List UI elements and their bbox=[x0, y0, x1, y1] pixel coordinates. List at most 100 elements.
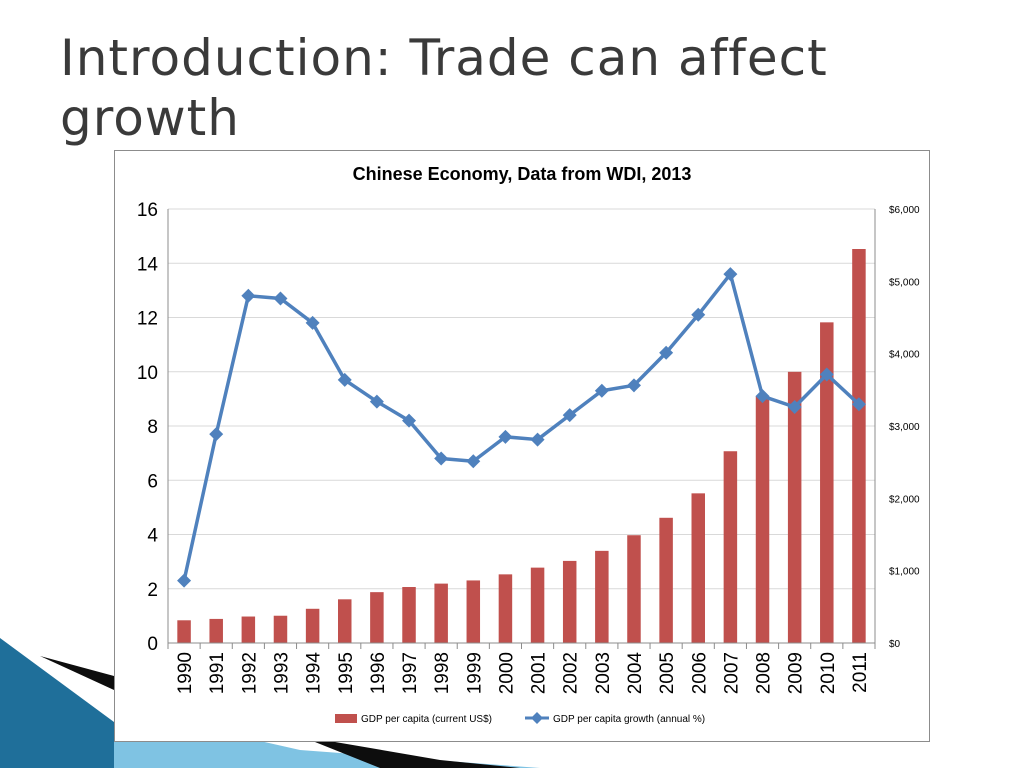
x-tick-label: 2000 bbox=[496, 652, 517, 694]
y-left-tick-label: 12 bbox=[137, 309, 158, 330]
x-tick-label: 2003 bbox=[593, 652, 614, 694]
y-left-tick-label: 10 bbox=[137, 363, 158, 384]
x-tick-label: 1997 bbox=[400, 652, 421, 694]
line-point bbox=[787, 400, 802, 415]
slide-title-line-2: growth bbox=[60, 89, 240, 147]
x-tick-label: 1992 bbox=[239, 652, 260, 694]
line-point bbox=[594, 383, 609, 398]
line-point bbox=[177, 573, 192, 588]
bar bbox=[177, 620, 191, 643]
bar bbox=[659, 517, 673, 643]
x-tick-label: 1998 bbox=[432, 652, 453, 694]
line-point bbox=[659, 345, 674, 360]
line-point bbox=[402, 413, 417, 428]
bar bbox=[402, 587, 416, 643]
legend-label-line: GDP per capita growth (annual %) bbox=[553, 714, 705, 725]
line-point bbox=[241, 288, 256, 303]
y-right-tick-label: $4,000 bbox=[889, 350, 920, 361]
bar bbox=[723, 451, 738, 643]
x-tick-label: 2006 bbox=[689, 652, 710, 694]
bar bbox=[209, 618, 223, 643]
bar bbox=[595, 550, 609, 643]
axes: 0 2 4 6 8 10 12 14 16 $0 $1,000 $2,000 $3,000 $4,000 $… bbox=[137, 200, 920, 694]
line-point bbox=[273, 291, 288, 306]
bar bbox=[273, 615, 288, 643]
x-tick-label: 2001 bbox=[529, 652, 550, 694]
bar bbox=[852, 249, 866, 643]
bar bbox=[627, 535, 641, 643]
x-tick-label: 2005 bbox=[657, 652, 678, 694]
x-tick-label: 2010 bbox=[818, 652, 839, 694]
line-point bbox=[755, 389, 770, 404]
y-left-tick-label: 0 bbox=[147, 634, 158, 655]
x-tick-label: 1993 bbox=[271, 652, 292, 694]
y-right-tick-label: $2,000 bbox=[889, 494, 920, 505]
growth-line bbox=[182, 272, 861, 581]
bar bbox=[498, 574, 513, 643]
x-tick-label: 1991 bbox=[207, 652, 228, 694]
bar bbox=[820, 322, 834, 643]
line-series bbox=[177, 267, 866, 588]
line-point bbox=[819, 367, 834, 382]
x-tick-label: 2004 bbox=[625, 652, 646, 695]
line-point bbox=[691, 307, 706, 322]
line-point bbox=[337, 372, 352, 387]
decor-swoosh-light bbox=[114, 708, 540, 768]
line-point bbox=[498, 429, 513, 444]
x-tick-label: 1995 bbox=[336, 652, 357, 694]
y-left-tick-label: 2 bbox=[147, 580, 158, 601]
line-point bbox=[209, 427, 224, 442]
chart-frame: Chinese Economy, Data from WDI, 2013 0 2 4… bbox=[114, 150, 930, 742]
y-left-tick-label: 4 bbox=[147, 526, 158, 547]
x-tick-label: 2008 bbox=[754, 652, 775, 694]
bar bbox=[466, 580, 481, 643]
line-point bbox=[434, 451, 449, 466]
slide-title-line-1: Introduction: Trade can affect bbox=[60, 29, 828, 87]
y-left-tick-label: 16 bbox=[137, 200, 158, 221]
line-point bbox=[305, 315, 320, 330]
bar bbox=[241, 616, 256, 643]
y-left-tick-label: 8 bbox=[147, 417, 158, 438]
legend-swatch-marker bbox=[531, 712, 543, 724]
legend-label-bar: GDP per capita (current US$) bbox=[361, 714, 492, 725]
line-point bbox=[723, 267, 738, 282]
y-right-tick-label: $6,000 bbox=[889, 205, 920, 216]
slide-title: Introduction: Trade can affect growth bbox=[60, 28, 960, 148]
decor-swoosh-blue bbox=[0, 638, 200, 768]
y-right-tick-label: $3,000 bbox=[889, 422, 920, 433]
line-point bbox=[369, 394, 384, 409]
bar bbox=[370, 592, 384, 643]
decor-swoosh-dark bbox=[40, 656, 114, 690]
x-tick-label: 2002 bbox=[561, 652, 582, 694]
bar bbox=[338, 599, 352, 643]
line-point bbox=[626, 378, 641, 393]
line-point bbox=[466, 454, 481, 469]
bar bbox=[434, 583, 448, 643]
x-tick-label: 2009 bbox=[786, 652, 807, 694]
x-tick-label: 1996 bbox=[368, 652, 389, 694]
line-point bbox=[562, 408, 577, 423]
decor-swoosh-dark-2 bbox=[300, 736, 520, 768]
bar bbox=[787, 371, 802, 643]
legend-swatch-bar bbox=[335, 714, 357, 723]
x-tick-label: 1999 bbox=[464, 652, 485, 694]
x-tick-label: 2011 bbox=[850, 652, 871, 693]
x-tick-label: 2007 bbox=[721, 652, 742, 694]
y-right-tick-label: $1,000 bbox=[889, 567, 920, 578]
y-left-tick-label: 6 bbox=[147, 471, 158, 492]
bar bbox=[562, 560, 577, 643]
x-tick-label: 1990 bbox=[175, 652, 196, 694]
bar bbox=[530, 567, 545, 643]
chart-title: Chinese Economy, Data from WDI, 2013 bbox=[353, 164, 692, 184]
y-right-tick-label: $5,000 bbox=[889, 277, 920, 288]
bar bbox=[691, 493, 705, 643]
legend: GDP per capita (current US$) GDP per capi… bbox=[335, 712, 705, 725]
bar-series bbox=[177, 249, 866, 643]
chart: Chinese Economy, Data from WDI, 2013 0 2 4… bbox=[137, 164, 920, 725]
bar bbox=[305, 608, 320, 643]
corner-decoration bbox=[0, 638, 540, 768]
line-point bbox=[851, 397, 866, 412]
y-right-tick-label: $0 bbox=[889, 639, 901, 650]
y-left-tick-label: 14 bbox=[137, 254, 159, 275]
bar bbox=[755, 396, 770, 643]
